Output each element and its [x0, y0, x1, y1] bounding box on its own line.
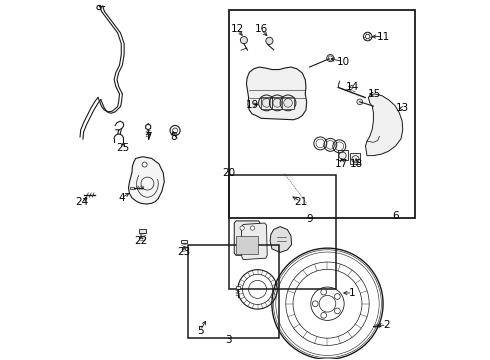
Circle shape	[321, 289, 326, 295]
Text: 15: 15	[368, 89, 381, 99]
Polygon shape	[282, 97, 294, 109]
Polygon shape	[130, 187, 134, 189]
Text: 10: 10	[337, 57, 350, 67]
Polygon shape	[242, 223, 267, 260]
Circle shape	[335, 308, 340, 314]
Text: 7: 7	[145, 132, 151, 142]
Polygon shape	[236, 286, 240, 289]
Polygon shape	[350, 153, 361, 163]
Text: 8: 8	[170, 132, 176, 142]
Circle shape	[240, 37, 247, 44]
Circle shape	[335, 294, 340, 300]
Text: 24: 24	[75, 197, 89, 207]
Polygon shape	[139, 229, 147, 233]
Circle shape	[262, 99, 271, 107]
Circle shape	[273, 99, 282, 107]
Polygon shape	[128, 157, 164, 204]
Circle shape	[328, 56, 333, 60]
Text: 9: 9	[306, 215, 313, 224]
Polygon shape	[234, 221, 260, 255]
Text: 13: 13	[396, 103, 410, 113]
Text: 1: 1	[349, 288, 356, 298]
Circle shape	[250, 226, 255, 230]
Text: 12: 12	[231, 24, 245, 35]
Circle shape	[240, 226, 245, 230]
Circle shape	[266, 37, 273, 44]
Text: 5: 5	[197, 325, 203, 336]
Text: 25: 25	[117, 143, 130, 153]
Circle shape	[284, 99, 293, 107]
Text: 4: 4	[118, 193, 124, 203]
Polygon shape	[261, 97, 272, 109]
Text: 6: 6	[392, 211, 399, 221]
Text: 3: 3	[225, 334, 232, 345]
Text: 14: 14	[346, 82, 359, 92]
Circle shape	[321, 312, 326, 318]
Circle shape	[313, 301, 318, 307]
Text: 19: 19	[245, 100, 259, 110]
Text: 23: 23	[177, 247, 191, 257]
Polygon shape	[246, 67, 307, 120]
Polygon shape	[270, 226, 292, 252]
Text: 16: 16	[254, 24, 268, 35]
Text: 11: 11	[376, 32, 390, 41]
Circle shape	[142, 162, 147, 167]
Circle shape	[327, 54, 334, 62]
Text: 22: 22	[134, 236, 147, 246]
Circle shape	[357, 99, 363, 105]
Text: 21: 21	[294, 197, 307, 207]
Polygon shape	[181, 240, 187, 243]
Text: 17: 17	[335, 159, 348, 169]
Polygon shape	[236, 235, 258, 253]
Text: 20: 20	[222, 168, 235, 178]
Polygon shape	[366, 94, 403, 156]
Text: 2: 2	[383, 320, 390, 330]
Circle shape	[366, 35, 370, 39]
Text: 18: 18	[349, 159, 363, 169]
Polygon shape	[338, 150, 347, 160]
Circle shape	[364, 32, 372, 41]
Polygon shape	[271, 97, 283, 109]
